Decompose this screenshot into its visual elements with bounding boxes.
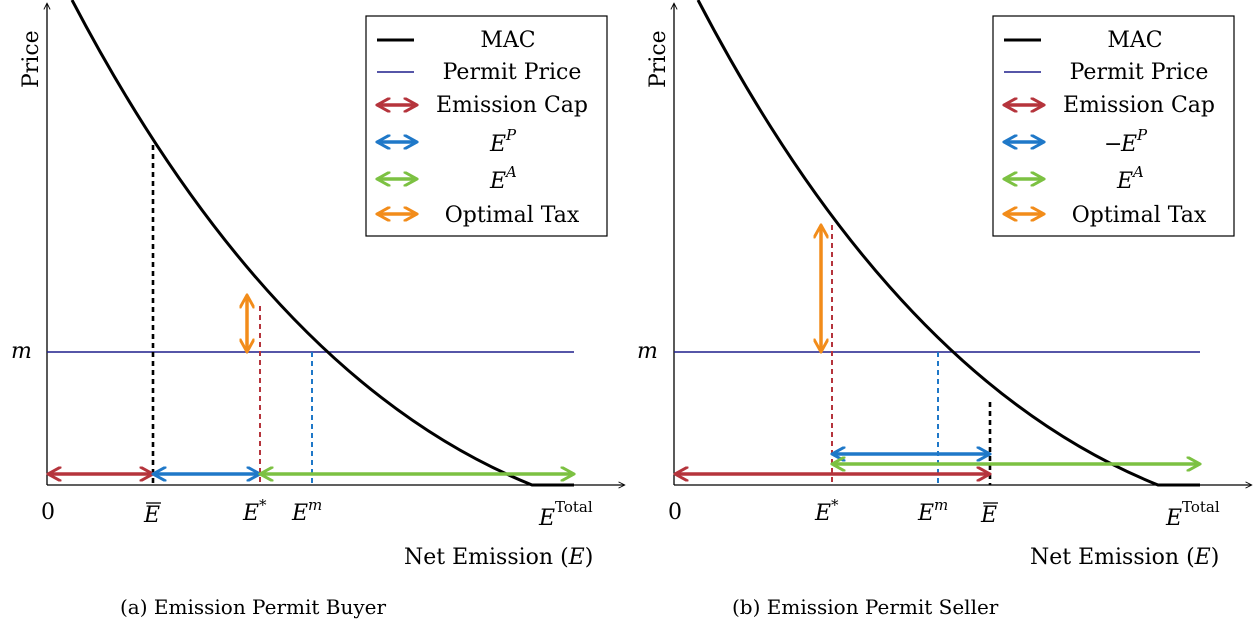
svg-text:m: m [308, 496, 322, 514]
tick-em: E m [917, 496, 948, 526]
legend-mac-label: MAC [480, 28, 535, 53]
legend-cap-label: Emission Cap [436, 93, 588, 118]
legend-b: MAC Permit Price Emission Cap − E P E A … [992, 15, 1235, 237]
svg-text:*: * [831, 496, 839, 514]
svg-text:P: P [505, 126, 517, 144]
panel-a: Price m 0 E E * E m E Total [11, 0, 624, 619]
tick-estar: E * [242, 496, 267, 526]
m-label: m [11, 339, 32, 364]
legend-mac-label: MAC [1107, 28, 1162, 53]
legend-a: MAC Permit Price Emission Cap E P E A Op… [365, 15, 608, 237]
svg-text:−: − [1104, 132, 1122, 157]
svg-text:E: E [1116, 169, 1133, 194]
svg-text:*: * [259, 496, 267, 514]
tick-em: E m [291, 496, 322, 526]
svg-text:E: E [143, 503, 160, 528]
legend-ea-label: E A [489, 163, 517, 194]
svg-text:A: A [1131, 163, 1144, 181]
svg-text:P: P [1136, 126, 1148, 144]
svg-text:E: E [1120, 132, 1137, 157]
mac-curve [70, 0, 574, 487]
panel-b: Price m 0 E * E m E E Total Net Emission [637, 0, 1251, 619]
svg-text:Total: Total [555, 498, 593, 516]
x-axis-label: Net Emission (E) [404, 545, 593, 570]
svg-text:E: E [1165, 506, 1182, 531]
legend-permit-label: Permit Price [1070, 60, 1209, 85]
m-label: m [637, 339, 658, 364]
caption-a: (a) Emission Permit Buyer [120, 595, 386, 619]
svg-text:A: A [504, 163, 517, 181]
tick-estar: E * [814, 496, 839, 526]
legend-ea-label: E A [1116, 163, 1144, 194]
legend-ep-label: E P [489, 126, 517, 157]
legend-tax-label: Optimal Tax [445, 203, 580, 228]
svg-text:E: E [538, 506, 555, 531]
tick-zero: 0 [668, 500, 682, 525]
svg-text:m: m [934, 496, 948, 514]
legend-neg-ep-label: − E P [1104, 126, 1148, 157]
y-axis-label: Price [646, 30, 671, 88]
svg-text:E: E [814, 501, 831, 526]
svg-text:E: E [291, 501, 308, 526]
svg-text:E: E [489, 132, 506, 157]
svg-text:E: E [980, 503, 997, 528]
tick-zero: 0 [41, 500, 55, 525]
tick-ebar: E [143, 502, 161, 528]
svg-text:Total: Total [1182, 498, 1220, 516]
svg-text:Net Emission (E): Net Emission (E) [1030, 545, 1219, 570]
svg-text:E: E [917, 501, 934, 526]
y-axis-label: Price [19, 30, 44, 88]
svg-text:Net Emission (E): Net Emission (E) [404, 545, 593, 570]
x-axis-label: Net Emission (E) [1030, 545, 1219, 570]
tick-etotal: E Total [538, 498, 593, 531]
legend-cap-label: Emission Cap [1063, 93, 1215, 118]
tick-ebar: E [980, 502, 998, 528]
tick-etotal: E Total [1165, 498, 1220, 531]
svg-text:E: E [242, 501, 259, 526]
svg-text:E: E [489, 169, 506, 194]
legend-tax-label: Optimal Tax [1072, 203, 1207, 228]
legend-permit-label: Permit Price [443, 60, 582, 85]
caption-b: (b) Emission Permit Seller [732, 595, 999, 619]
